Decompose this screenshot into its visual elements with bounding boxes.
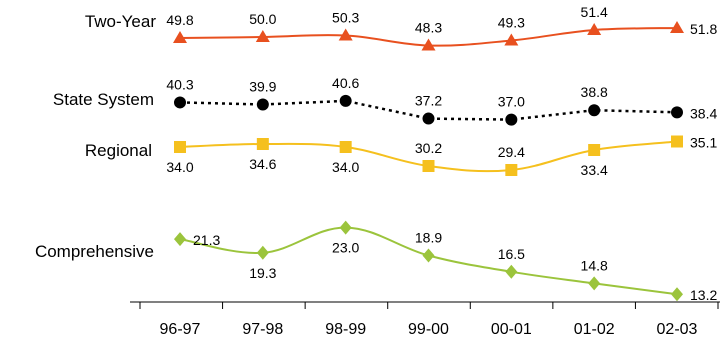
data-label: 30.2: [415, 140, 442, 156]
x-tick-label: 00-01: [491, 321, 532, 338]
data-labels: 49.8 50.0 50.3 48.3 49.3 51.4 51.8 40.3 39.9 40.6…: [166, 4, 717, 303]
data-point-two-year: [338, 28, 353, 41]
x-axis: 96-97 97-98 98-99 99-00 00-01 01-02 02-03: [130, 301, 720, 338]
data-label: 51.8: [690, 21, 717, 37]
data-label: 51.4: [581, 4, 608, 20]
data-label: 35.1: [690, 135, 717, 151]
data-label: 38.8: [581, 84, 608, 100]
data-point-state-system: [671, 106, 683, 119]
data-point-state-system: [505, 113, 518, 126]
series-name: Two-Year: [85, 12, 157, 31]
data-point-comprehensive: [588, 276, 601, 291]
x-tick-label: 96-97: [160, 321, 201, 338]
data-point-state-system: [174, 96, 186, 109]
data-label: 37.2: [415, 93, 442, 109]
data-point-two-year: [421, 38, 436, 51]
data-point-state-system: [256, 98, 269, 111]
data-label: 14.8: [581, 257, 608, 273]
x-tick-label: 98-99: [325, 321, 366, 338]
data-label: 13.2: [690, 287, 717, 303]
data-point-regional: [588, 144, 601, 156]
data-point-comprehensive: [671, 287, 683, 302]
data-label: 34.0: [332, 159, 359, 175]
data-point-regional: [671, 135, 683, 148]
data-label: 49.8: [166, 12, 193, 28]
data-point-two-year: [587, 23, 602, 35]
data-label: 50.0: [249, 11, 276, 27]
data-point-two-year: [504, 33, 519, 46]
data-point-comprehensive: [339, 220, 352, 235]
series-markers: [173, 21, 684, 302]
data-point-regional: [339, 141, 352, 153]
data-point-two-year: [255, 30, 270, 42]
data-label: 49.3: [498, 15, 525, 31]
data-label: 18.9: [415, 229, 442, 245]
data-point-two-year: [670, 21, 684, 33]
data-label: 29.4: [498, 144, 525, 160]
data-label: 38.4: [690, 105, 717, 121]
data-point-comprehensive: [174, 232, 186, 247]
data-label: 34.6: [249, 156, 276, 172]
x-tick-label: 02-03: [657, 321, 698, 338]
data-point-regional: [505, 164, 518, 176]
data-point-regional: [256, 138, 269, 150]
data-label: 40.6: [332, 75, 359, 91]
data-label: 39.9: [249, 79, 276, 95]
series-name: Regional: [85, 141, 152, 160]
data-point-comprehensive: [505, 264, 518, 279]
data-label: 37.0: [498, 94, 525, 110]
data-label: 34.0: [166, 159, 193, 175]
data-label: 40.3: [166, 76, 193, 92]
data-label: 50.3: [332, 10, 359, 26]
data-point-state-system: [339, 94, 352, 107]
data-label: 23.0: [332, 240, 359, 256]
data-label: 21.3: [193, 232, 220, 248]
data-point-comprehensive: [256, 245, 269, 260]
data-label: 16.5: [498, 246, 525, 262]
data-label: 19.3: [249, 265, 276, 281]
series-name: Comprehensive: [35, 242, 154, 261]
x-tick-label: 01-02: [574, 321, 615, 338]
data-point-state-system: [422, 112, 435, 125]
x-tick-label: 97-98: [242, 321, 283, 338]
data-point-state-system: [588, 104, 601, 117]
data-point-regional: [174, 141, 186, 153]
series-name: State System: [53, 90, 154, 109]
x-tick-label: 99-00: [408, 321, 449, 338]
data-point-two-year: [173, 31, 187, 43]
data-label: 48.3: [415, 20, 442, 36]
data-point-comprehensive: [422, 248, 435, 263]
series-names: Two-Year State System Regional Comprehensiv…: [35, 12, 156, 261]
data-label: 33.4: [581, 162, 608, 178]
data-point-regional: [422, 160, 435, 172]
